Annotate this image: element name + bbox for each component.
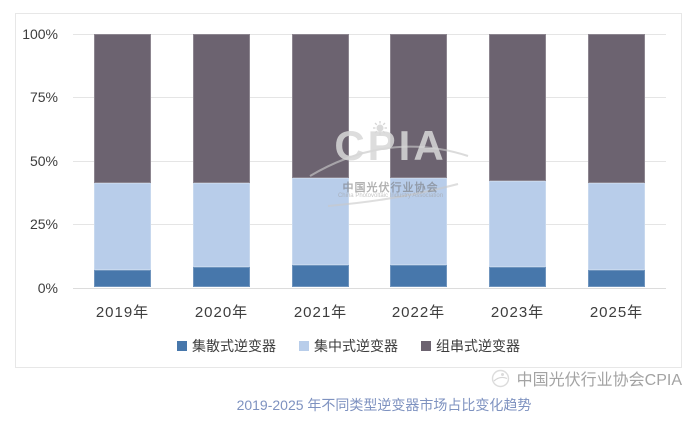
bar-segment: [94, 269, 151, 288]
bar-segment: [193, 33, 250, 184]
bar-segment: [390, 33, 447, 179]
x-axis-tick-label: 2019年: [95, 304, 150, 321]
bar-segment: [193, 267, 250, 288]
x-axis-tick-label: 2025年: [589, 304, 644, 321]
bar-segment: [292, 33, 349, 179]
chart-caption: 2019-2025 年不同类型逆变器市场占比变化趋势: [236, 397, 532, 413]
y-axis-tick-label: 50%: [29, 152, 58, 169]
sun-icon: [373, 121, 387, 135]
bar-segment: [94, 183, 151, 270]
y-axis-tick-label: 25%: [29, 216, 58, 232]
bar-segment: [193, 183, 250, 268]
bar-segment: [489, 267, 546, 288]
bar-segment: [292, 264, 349, 288]
y-axis-tick-label: 100%: [22, 25, 58, 42]
y-axis-tick-label: 0%: [37, 279, 58, 296]
gridline: [73, 160, 666, 162]
bar-segment: [588, 183, 645, 270]
bar-segment: [489, 180, 546, 268]
chart-panel: 0% 25% 50% 75% 100% 2019年 2020年 2021年 2022年 2023年…: [15, 13, 682, 368]
attribution-text: 中国光伏行业协会CPIA: [516, 372, 682, 389]
x-axis-tick-label: 2021年: [293, 304, 348, 321]
legend-item: 集中式逆变器: [299, 336, 398, 356]
legend-item: 组串式逆变器: [421, 336, 520, 356]
bar-segment: [292, 178, 349, 265]
bar-segment: [588, 269, 645, 288]
gridline: [73, 33, 666, 35]
legend-swatch-icon: [421, 341, 431, 351]
gridline: [73, 97, 666, 98]
bar-segment: [489, 33, 546, 181]
x-axis-tick-label: 2023年: [490, 304, 545, 321]
x-axis-tick-label: 2020年: [194, 304, 249, 321]
gridline: [73, 287, 666, 289]
legend-swatch-icon: [177, 341, 187, 351]
x-axis-tick-label: 2022年: [391, 304, 446, 321]
legend-swatch-icon: [299, 341, 309, 351]
legend-label: 集中式逆变器: [314, 338, 398, 354]
cpia-logo-icon: [491, 369, 509, 387]
legend: 集散式逆变器 集中式逆变器 组串式逆变器: [16, 336, 681, 356]
bar-segment: [390, 178, 447, 265]
gridline: [73, 224, 666, 225]
y-axis-tick-label: 75%: [29, 89, 58, 105]
legend-item: 集散式逆变器: [177, 336, 276, 356]
legend-label: 集散式逆变器: [192, 338, 276, 354]
attribution: 中国光伏行业协会CPIA: [491, 366, 682, 390]
bar-segment: [588, 33, 645, 184]
bar-segment: [94, 33, 151, 184]
legend-label: 组串式逆变器: [436, 338, 520, 354]
bar-segment: [390, 264, 447, 288]
